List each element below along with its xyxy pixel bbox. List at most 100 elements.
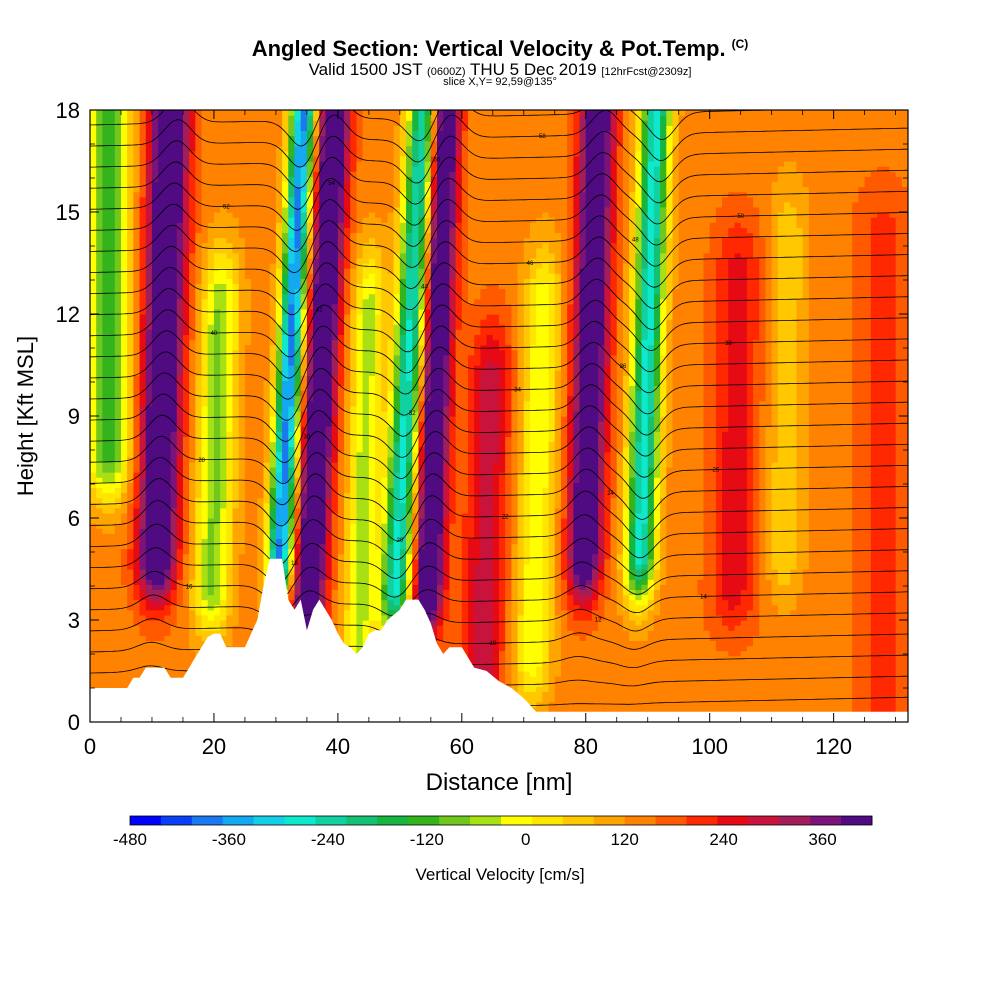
- field-cell: [300, 543, 308, 550]
- field-cell: [269, 395, 277, 402]
- field-cell: [238, 543, 246, 550]
- field-cell: [337, 252, 345, 259]
- field-cell: [300, 283, 308, 290]
- field-cell: [325, 237, 333, 244]
- field-cell: [164, 196, 172, 203]
- field-cell: [114, 518, 122, 524]
- field-cell: [189, 283, 196, 290]
- field-cell: [139, 308, 147, 315]
- field-cell: [313, 579, 320, 585]
- field-cell: [238, 252, 246, 259]
- field-cell: [232, 589, 240, 596]
- field-cell: [288, 110, 296, 116]
- field-cell: [120, 671, 128, 677]
- field-cell: [96, 110, 103, 116]
- field-cell: [220, 421, 227, 427]
- field-cell: [176, 451, 184, 458]
- field-cell: [108, 518, 116, 524]
- field-cell: [344, 477, 351, 483]
- field-cell: [133, 558, 141, 565]
- field-cell: [325, 324, 333, 330]
- field-cell: [232, 334, 240, 341]
- field-cell: [300, 421, 308, 427]
- field-cell: [313, 512, 320, 519]
- field-cell: [220, 451, 227, 458]
- field-cell: [127, 421, 134, 427]
- field-cell: [244, 543, 252, 550]
- field-cell: [164, 155, 172, 162]
- field-cell: [96, 161, 103, 167]
- field-cell: [263, 308, 271, 315]
- field-cell: [282, 303, 289, 310]
- field-cell: [96, 461, 103, 468]
- field-cell: [176, 288, 184, 295]
- field-cell: [220, 196, 227, 203]
- field-cell: [96, 645, 103, 652]
- field-cell: [300, 523, 308, 529]
- field-cell: [120, 161, 128, 167]
- field-cell: [226, 145, 234, 152]
- field-cell: [213, 609, 221, 616]
- field-cell: [133, 441, 141, 448]
- field-cell: [96, 518, 103, 524]
- field-cell: [282, 222, 289, 228]
- field-cell: [226, 487, 234, 494]
- field-cell: [102, 283, 110, 290]
- field-cell: [313, 344, 320, 351]
- field-cell: [319, 252, 327, 259]
- field-cell: [195, 232, 203, 239]
- field-cell: [145, 507, 153, 514]
- field-cell: [313, 426, 320, 432]
- field-cell: [170, 125, 178, 131]
- field-cell: [294, 319, 302, 325]
- field-cell: [251, 344, 258, 351]
- field-cell: [313, 339, 320, 346]
- field-cell: [195, 421, 203, 427]
- field-cell: [313, 400, 320, 407]
- field-cell: [294, 140, 302, 147]
- field-cell: [331, 150, 339, 157]
- field-cell: [108, 375, 116, 381]
- field-cell: [151, 472, 159, 478]
- field-cell: [213, 620, 221, 626]
- field-cell: [325, 456, 333, 463]
- field-cell: [195, 349, 203, 356]
- field-cell: [158, 201, 165, 208]
- field-cell: [220, 400, 227, 407]
- field-cell: [220, 135, 227, 142]
- field-cell: [300, 303, 308, 310]
- field-cell: [244, 130, 252, 137]
- field-cell: [306, 579, 314, 585]
- field-cell: [288, 461, 296, 468]
- field-cell: [108, 650, 116, 657]
- field-cell: [127, 232, 134, 239]
- field-cell: [133, 303, 141, 310]
- field-cell: [257, 227, 265, 233]
- field-cell: [195, 507, 203, 514]
- field-cell: [201, 599, 209, 606]
- field-cell: [90, 553, 97, 560]
- field-cell: [189, 176, 196, 182]
- field-cell: [306, 212, 314, 218]
- field-cell: [201, 268, 209, 274]
- field-cell: [108, 533, 116, 539]
- field-cell: [331, 257, 339, 264]
- field-cell: [331, 405, 339, 412]
- field-cell: [238, 472, 246, 478]
- field-cell: [145, 482, 153, 488]
- field-cell: [120, 237, 128, 244]
- field-cell: [151, 538, 159, 545]
- field-cell: [238, 553, 246, 560]
- field-cell: [337, 344, 345, 351]
- field-cell: [207, 375, 215, 381]
- field-cell: [226, 324, 234, 330]
- field-cell: [145, 176, 153, 182]
- field-cell: [337, 130, 345, 137]
- field-cell: [220, 630, 227, 636]
- field-cell: [251, 314, 258, 320]
- field-cell: [145, 293, 153, 300]
- field-cell: [127, 314, 134, 320]
- field-cell: [319, 237, 327, 244]
- field-cell: [114, 217, 122, 223]
- field-cell: [201, 502, 209, 509]
